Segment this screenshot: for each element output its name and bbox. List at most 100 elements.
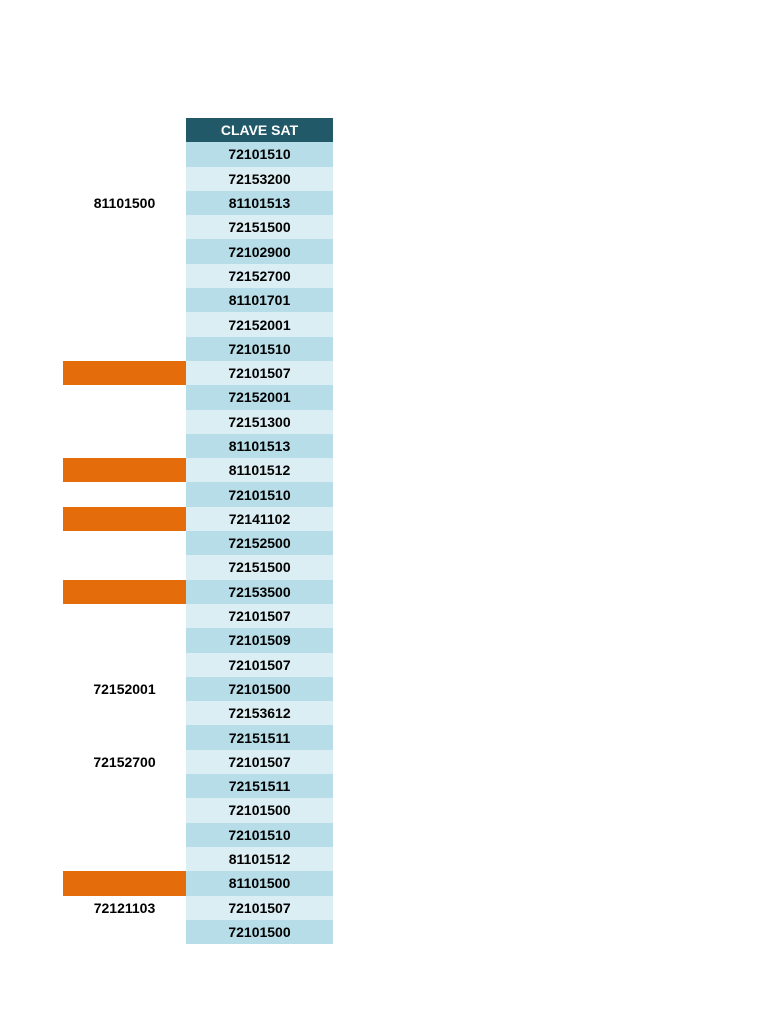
- clave-sat-cell: 72151500: [186, 215, 333, 240]
- table-row: 72101510: [63, 482, 333, 507]
- highlighted-left-cell: [63, 506, 186, 532]
- clave-sat-cell: 72101507: [186, 749, 333, 775]
- clave-sat-cell: 72152001: [186, 312, 333, 337]
- table-row: 72151300: [63, 409, 333, 434]
- left-cell: [63, 215, 186, 239]
- table-row: 72153612: [63, 701, 333, 726]
- spreadsheet-table: CLAVE SAT 72101510 72153200 81101500 811015…: [63, 118, 333, 945]
- table-row: 81101512: [63, 458, 333, 483]
- left-cell: [63, 410, 186, 434]
- table-row: 72101509: [63, 628, 333, 653]
- table-row: 72101500: [63, 919, 333, 945]
- left-cell: [63, 434, 186, 458]
- left-cell: [63, 701, 186, 725]
- table-row: 72153200: [63, 166, 333, 191]
- left-cell: [63, 774, 186, 798]
- clave-sat-cell: 72141102: [186, 506, 333, 532]
- left-cell: [63, 337, 186, 361]
- clave-sat-cell: 81101500: [186, 871, 333, 896]
- clave-sat-cell: 72102900: [186, 239, 333, 264]
- clave-sat-cell: 81101513: [186, 433, 333, 459]
- table-row: 72153500: [63, 579, 333, 604]
- table-row: 72152500: [63, 531, 333, 556]
- clave-sat-cell: 72101507: [186, 895, 333, 920]
- table-row: 72101507: [63, 360, 333, 386]
- highlighted-left-cell: [63, 458, 186, 483]
- left-cell: 72121103: [93, 899, 156, 916]
- clave-sat-cell: 81101512: [186, 458, 333, 483]
- clave-sat-cell: 72151300: [186, 409, 333, 434]
- table-row: 72102900: [63, 239, 333, 264]
- clave-sat-cell: 72152001: [186, 385, 333, 410]
- highlighted-left-cell: [63, 871, 186, 896]
- left-cell: [63, 725, 186, 749]
- clave-sat-cell: 72101500: [186, 919, 333, 945]
- left-cell: [63, 288, 186, 312]
- table-row: 72101507: [63, 652, 333, 677]
- clave-sat-cell: 72151511: [186, 725, 333, 750]
- left-cell: [63, 239, 186, 263]
- clave-sat-cell: 72153612: [186, 701, 333, 726]
- table-row: 72152001 72101500: [63, 676, 333, 702]
- left-cell: 72152700: [93, 753, 156, 770]
- table-row: 81101500: [63, 871, 333, 896]
- clave-sat-cell: 72101500: [186, 798, 333, 823]
- header-left-cell: [63, 118, 186, 142]
- left-cell: [63, 555, 186, 579]
- left-cell: 81101500: [93, 195, 156, 212]
- table-row: 72151500: [63, 555, 333, 580]
- table-row: 72151511: [63, 774, 333, 799]
- table-row: 81101701: [63, 288, 333, 313]
- clave-sat-cell: 81101512: [186, 846, 333, 872]
- left-cell: [63, 847, 186, 871]
- table-row: 81101500 81101513: [63, 190, 333, 216]
- clave-sat-cell: 72101509: [186, 628, 333, 653]
- left-cell: [63, 142, 186, 166]
- table-row: 72152001: [63, 385, 333, 410]
- clave-sat-cell: 72101507: [186, 360, 333, 386]
- left-cell: [63, 604, 186, 628]
- clave-sat-cell: 81101513: [186, 190, 333, 216]
- clave-sat-cell: 72101507: [186, 652, 333, 677]
- left-cell: [63, 482, 186, 506]
- table-row: 72151511: [63, 725, 333, 750]
- left-cell: [63, 264, 186, 288]
- table-row: 72101510: [63, 142, 333, 167]
- left-cell: 72152001: [93, 680, 156, 697]
- clave-sat-cell: 81101701: [186, 288, 333, 313]
- left-cell: [63, 920, 186, 944]
- clave-sat-cell: 72101500: [186, 676, 333, 702]
- clave-sat-cell: 72101510: [186, 336, 333, 361]
- clave-sat-cell: 72101507: [186, 603, 333, 629]
- left-cell: [63, 167, 186, 191]
- highlighted-left-cell: [63, 579, 186, 604]
- left-cell: [63, 312, 186, 336]
- left-cell: [63, 628, 186, 652]
- table-row: 72152001: [63, 312, 333, 337]
- left-cell: [63, 385, 186, 409]
- table-row: 72152700: [63, 263, 333, 289]
- table-row: 72101500: [63, 798, 333, 823]
- left-cell: [63, 531, 186, 555]
- highlighted-left-cell: [63, 360, 186, 386]
- left-cell: [63, 823, 186, 847]
- table-row: 72101507: [63, 603, 333, 629]
- clave-sat-header: CLAVE SAT: [186, 118, 333, 143]
- table-row: 81101513: [63, 433, 333, 459]
- left-cell: [63, 653, 186, 677]
- table-row: 72101510: [63, 336, 333, 361]
- clave-sat-cell: 72152700: [186, 263, 333, 289]
- table-body: 72101510 72153200 81101500 81101513 72151500…: [63, 142, 333, 945]
- table-row: 81101512: [63, 846, 333, 872]
- header-row: CLAVE SAT: [63, 118, 333, 143]
- clave-sat-cell: 72153200: [186, 166, 333, 191]
- clave-sat-cell: 72101510: [186, 142, 333, 167]
- table-row: 72151500: [63, 215, 333, 240]
- clave-sat-cell: 72153500: [186, 579, 333, 604]
- clave-sat-cell: 72101510: [186, 822, 333, 847]
- table-row: 72121103 72101507: [63, 895, 333, 920]
- clave-sat-cell: 72101510: [186, 482, 333, 507]
- left-cell: [63, 798, 186, 822]
- clave-sat-cell: 72151511: [186, 774, 333, 799]
- clave-sat-cell: 72152500: [186, 531, 333, 556]
